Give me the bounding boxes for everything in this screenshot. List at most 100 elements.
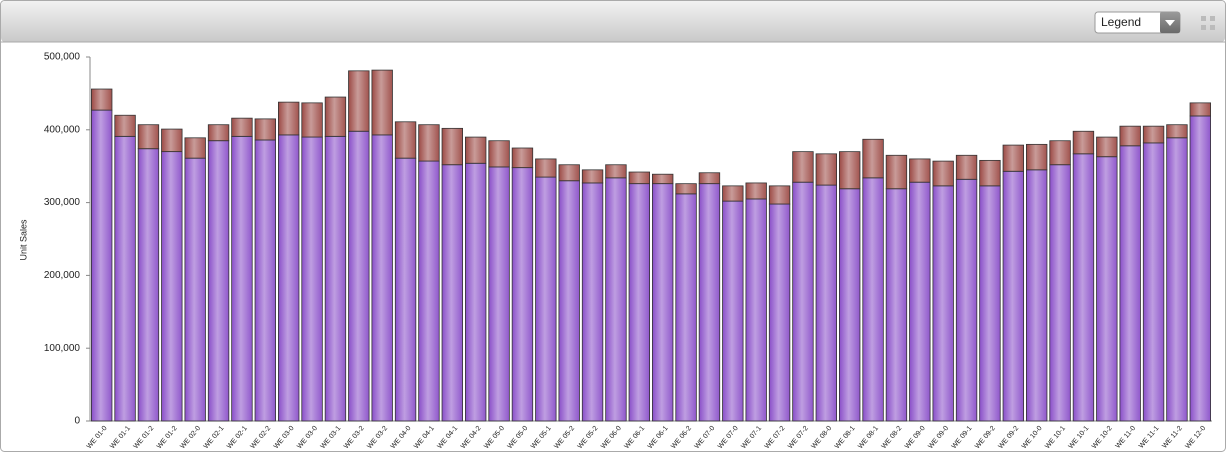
bar-segment	[184, 137, 206, 159]
bar-segment	[535, 158, 557, 178]
bar-segment	[371, 134, 393, 422]
bar-segment	[1072, 130, 1095, 155]
bar-segment	[768, 203, 791, 422]
bar-segment	[465, 136, 487, 164]
bar-segment	[1049, 140, 1071, 166]
bar-segment	[628, 183, 650, 422]
y-tick-label: 500,000	[44, 52, 81, 63]
bar-segment	[722, 185, 744, 202]
bar-segment	[465, 162, 487, 422]
icon-part	[1201, 25, 1206, 30]
bar-segment	[418, 160, 440, 422]
bar-segment	[1119, 145, 1141, 422]
y-axis-label: Unit Sales	[18, 219, 28, 261]
dropdown-arrow	[1165, 20, 1175, 26]
bar-segment	[161, 128, 183, 153]
bar-segment	[231, 135, 253, 422]
y-tick-label: 300,000	[44, 197, 81, 208]
bar-segment	[1002, 144, 1024, 172]
bar-segment	[652, 183, 674, 422]
bar-segment	[1049, 164, 1071, 422]
bar-segment	[394, 157, 417, 422]
bar-segment	[137, 148, 160, 422]
bar-segment	[348, 70, 370, 132]
bar-segment	[441, 164, 463, 422]
bar-segment	[1096, 156, 1118, 422]
bar-segment	[675, 183, 697, 195]
bar-segment	[628, 171, 650, 185]
bar-segment	[137, 124, 160, 150]
bar-segment	[932, 185, 954, 422]
bar-segment	[184, 157, 206, 422]
bar-segment	[885, 154, 908, 190]
bar-segment	[1026, 169, 1048, 422]
bar-segment	[207, 140, 230, 422]
bar-segment	[909, 158, 931, 183]
bar-segment	[839, 188, 861, 422]
bar-segment	[581, 182, 604, 422]
bar-segment	[1096, 136, 1118, 158]
bar-segment	[839, 151, 861, 190]
bar-segment	[488, 166, 510, 422]
toolbar	[1, 1, 1225, 42]
bar-segment	[324, 135, 347, 422]
bar-segment	[1142, 142, 1165, 422]
bar-segment	[1072, 153, 1095, 422]
dropdown-label: Legend	[1101, 15, 1141, 29]
bar-segment	[1166, 124, 1188, 139]
bar-segment	[815, 153, 837, 186]
bar-segment	[278, 134, 300, 422]
bar-segment	[1166, 137, 1188, 422]
bar-segment	[698, 183, 721, 422]
legend-dropdown[interactable]: Legend	[1094, 11, 1181, 34]
bar-segment	[114, 114, 136, 137]
bar-segment	[511, 147, 534, 169]
bar-segment	[511, 167, 534, 422]
bar-segment	[1189, 115, 1211, 422]
bar-segment	[535, 176, 557, 422]
bar-segment	[722, 200, 744, 422]
bar-segment	[254, 118, 276, 141]
bar-segment	[581, 169, 604, 184]
bar-segment	[605, 177, 627, 422]
y-tick-label: 0	[74, 416, 80, 427]
bar-segment	[558, 180, 580, 422]
bar-segment	[885, 188, 908, 422]
bar-segment	[371, 69, 393, 136]
icon-part	[1210, 16, 1215, 21]
y-tick-label: 200,000	[44, 270, 81, 281]
maximize-icon[interactable]	[1201, 16, 1215, 30]
bar-segment	[1002, 170, 1024, 422]
bar-segment	[909, 181, 931, 422]
bar-segment	[254, 139, 276, 422]
bar-segment	[278, 101, 300, 136]
bar-segment	[418, 124, 440, 162]
bar-segment	[301, 136, 323, 422]
bar-segment	[955, 178, 978, 422]
bar-segment	[324, 96, 347, 137]
bar-segment	[207, 124, 230, 142]
y-tick-label: 100,000	[44, 343, 81, 354]
bar-segment	[675, 193, 697, 422]
bar-segment	[488, 140, 510, 168]
bar-segment	[301, 102, 323, 138]
bar-segment	[91, 109, 113, 422]
bar-segment	[605, 164, 627, 179]
bar-segment	[745, 182, 767, 200]
bar-segment	[792, 151, 814, 183]
bar-segment	[768, 185, 791, 205]
icon-part	[1201, 16, 1206, 21]
bar-segment	[652, 173, 674, 185]
icon-part	[1210, 25, 1215, 30]
bar-segment	[91, 88, 113, 111]
y-tick-label: 400,000	[44, 124, 81, 135]
bar-segment	[698, 172, 721, 185]
bar-segment	[1189, 102, 1211, 117]
bar-segment	[745, 198, 767, 422]
bar-segment	[862, 138, 884, 179]
bar-segment	[979, 159, 1001, 187]
bar-segment	[955, 154, 978, 180]
bar-segment	[441, 127, 463, 166]
bar-segment	[558, 164, 580, 182]
